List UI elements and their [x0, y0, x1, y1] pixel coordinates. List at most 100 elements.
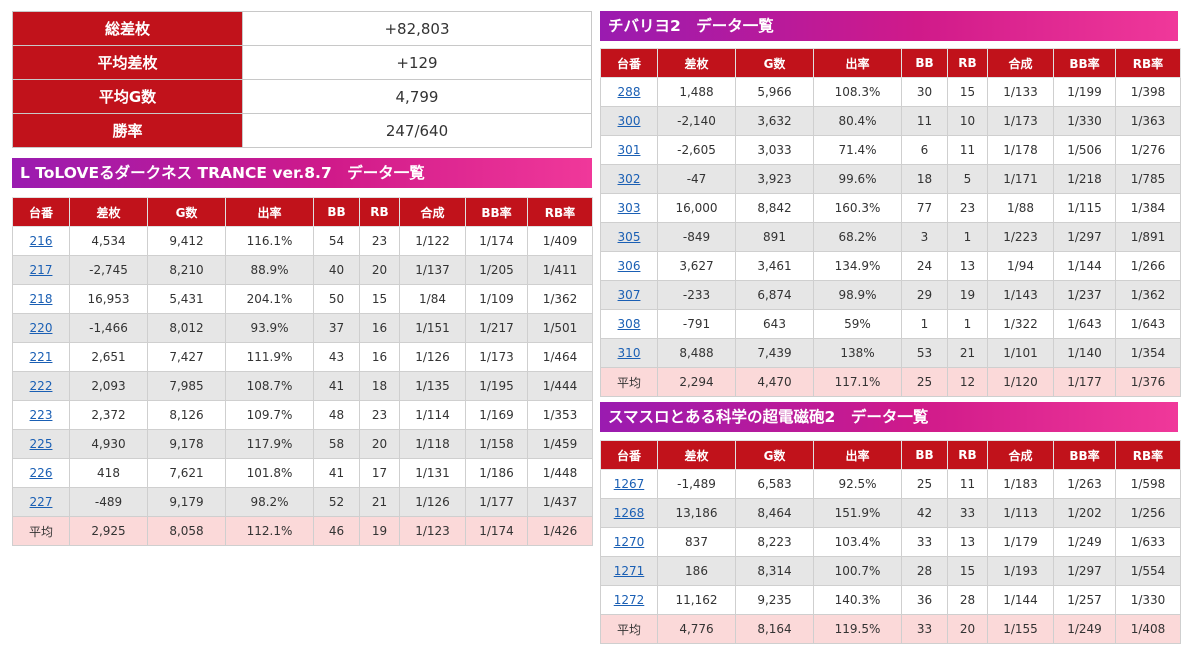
col-payout-cell: 138% [813, 338, 902, 368]
col-payout-cell: 71.4% [813, 135, 902, 165]
table-header-row: 台番 差枚 G数 出率 BB RB 合成 BB率 RB率 [600, 440, 1181, 470]
summary-label: 総差枚 [12, 11, 243, 46]
table-row: 220 -1,466 8,012 93.9% 37 16 1/151 1/217 1/501 [12, 313, 593, 343]
table-row: 1267 -1,489 6,583 92.5% 25 11 1/183 1/263 1/598 [600, 469, 1181, 499]
machine-number-link[interactable]: 1267 [613, 477, 645, 491]
machine-number-link[interactable]: 302 [617, 172, 641, 186]
machine-number-link[interactable]: 226 [29, 466, 53, 480]
col-diff-cell: 2,093 [69, 371, 148, 401]
col-rb-rate-cell: 1/444 [527, 371, 593, 401]
col-bb-cell: 50 [313, 284, 360, 314]
summary-label: 勝率 [12, 113, 243, 148]
col-combined-avg: 1/120 [987, 367, 1054, 397]
col-bb-rate-header: BB率 [1053, 440, 1116, 470]
summary-value: 247/640 [242, 113, 592, 148]
col-diff-cell: 16,953 [69, 284, 148, 314]
col-payout-header: 出率 [225, 197, 314, 227]
machine-number-link[interactable]: 1271 [613, 564, 645, 578]
col-rb-rate-cell: 1/354 [1115, 338, 1181, 368]
col-rb-rate-cell: 1/409 [527, 226, 593, 256]
col-bb-rate-cell: 1/158 [465, 429, 528, 459]
col-payout-header: 出率 [813, 440, 902, 470]
col-rb-cell: 23 [947, 193, 988, 223]
col-bb-rate-cell: 1/237 [1053, 280, 1116, 310]
col-rb-rate-cell: 1/256 [1115, 498, 1181, 528]
col-diff-cell: 4,930 [69, 429, 148, 459]
summary-value: +82,803 [242, 11, 592, 46]
col-machine-number-cell: 221 [12, 342, 70, 372]
col-bb-rate-header: BB率 [1053, 48, 1116, 78]
col-bb-rate-cell: 1/195 [465, 371, 528, 401]
machine-number-link[interactable]: 221 [29, 350, 53, 364]
col-rb-cell: 19 [947, 280, 988, 310]
col-games-cell: 8,842 [735, 193, 814, 223]
machine-number-link[interactable]: 217 [29, 263, 53, 277]
machine-number-link[interactable]: 308 [617, 317, 641, 331]
col-games-cell: 7,985 [147, 371, 226, 401]
col-payout-cell: 151.9% [813, 498, 902, 528]
summary-value: +129 [242, 45, 592, 80]
col-machine-number-cell: 226 [12, 458, 70, 488]
machine-number-link[interactable]: 300 [617, 114, 641, 128]
col-diff-cell: -2,745 [69, 255, 148, 285]
machine-number-link[interactable]: 288 [617, 85, 641, 99]
machine-number-link[interactable]: 305 [617, 230, 641, 244]
machine-number-link[interactable]: 222 [29, 379, 53, 393]
table-row: 217 -2,745 8,210 88.9% 40 20 1/137 1/205 1/411 [12, 255, 593, 285]
col-diff-cell: 8,488 [657, 338, 736, 368]
col-games-cell: 643 [735, 309, 814, 339]
col-games-cell: 6,583 [735, 469, 814, 499]
col-payout-cell: 109.7% [225, 400, 314, 430]
machine-number-link[interactable]: 220 [29, 321, 53, 335]
col-diff-header: 差枚 [657, 48, 736, 78]
col-rb-rate-cell: 1/643 [1115, 309, 1181, 339]
col-rb-rate-cell: 1/384 [1115, 193, 1181, 223]
col-machine-number-cell: 307 [600, 280, 658, 310]
col-rb-cell: 21 [359, 487, 400, 517]
average-label: 平均 [600, 614, 658, 644]
col-payout-cell: 160.3% [813, 193, 902, 223]
table-row: 300 -2,140 3,632 80.4% 11 10 1/173 1/330 1/363 [600, 106, 1181, 136]
col-bb-rate-cell: 1/174 [465, 226, 528, 256]
col-payout-cell: 103.4% [813, 527, 902, 557]
col-payout-avg: 119.5% [813, 614, 902, 644]
col-rb-cell: 1 [947, 309, 988, 339]
col-diff-cell: 186 [657, 556, 736, 586]
col-diff-cell: 13,186 [657, 498, 736, 528]
col-machine-number-cell: 302 [600, 164, 658, 194]
col-rb-cell: 20 [359, 255, 400, 285]
table-row: 1268 13,186 8,464 151.9% 42 33 1/113 1/202 1/256 [600, 498, 1181, 528]
col-rb-cell: 18 [359, 371, 400, 401]
machine-number-link[interactable]: 223 [29, 408, 53, 422]
machine-number-link[interactable]: 225 [29, 437, 53, 451]
col-rb-rate-cell: 1/785 [1115, 164, 1181, 194]
col-combined-cell: 1/193 [987, 556, 1054, 586]
col-bb-cell: 77 [901, 193, 948, 223]
machine-number-link[interactable]: 227 [29, 495, 53, 509]
machine-number-link[interactable]: 307 [617, 288, 641, 302]
col-machine-number-cell: 1268 [600, 498, 658, 528]
summary-label: 平均差枚 [12, 45, 243, 80]
machine-number-link[interactable]: 216 [29, 234, 53, 248]
col-combined-cell: 1/144 [987, 585, 1054, 615]
machine-number-link[interactable]: 306 [617, 259, 641, 273]
col-payout-cell: 111.9% [225, 342, 314, 372]
col-diff-cell: 11,162 [657, 585, 736, 615]
col-bb-rate-cell: 1/263 [1053, 469, 1116, 499]
col-machine-number-cell: 301 [600, 135, 658, 165]
table-row: 227 -489 9,179 98.2% 52 21 1/126 1/177 1/437 [12, 487, 593, 517]
col-rb-rate-cell: 1/598 [1115, 469, 1181, 499]
machine-number-link[interactable]: 218 [29, 292, 53, 306]
table-header-row: 台番 差枚 G数 出率 BB RB 合成 BB率 RB率 [12, 197, 593, 227]
machine-number-link[interactable]: 303 [617, 201, 641, 215]
machine-number-link[interactable]: 1272 [613, 593, 645, 607]
machine-number-link[interactable]: 1270 [613, 535, 645, 549]
machine-number-link[interactable]: 1268 [613, 506, 645, 520]
summary-table: 総差枚 +82,803 平均差枚 +129 平均G数 4,799 勝率 247/640 [12, 11, 592, 148]
machine-number-link[interactable]: 310 [617, 346, 641, 360]
col-diff-cell: 2,651 [69, 342, 148, 372]
machine-number-link[interactable]: 301 [617, 143, 641, 157]
col-machine-number-cell: 288 [600, 77, 658, 107]
col-payout-header: 出率 [813, 48, 902, 78]
col-diff-cell: -849 [657, 222, 736, 252]
